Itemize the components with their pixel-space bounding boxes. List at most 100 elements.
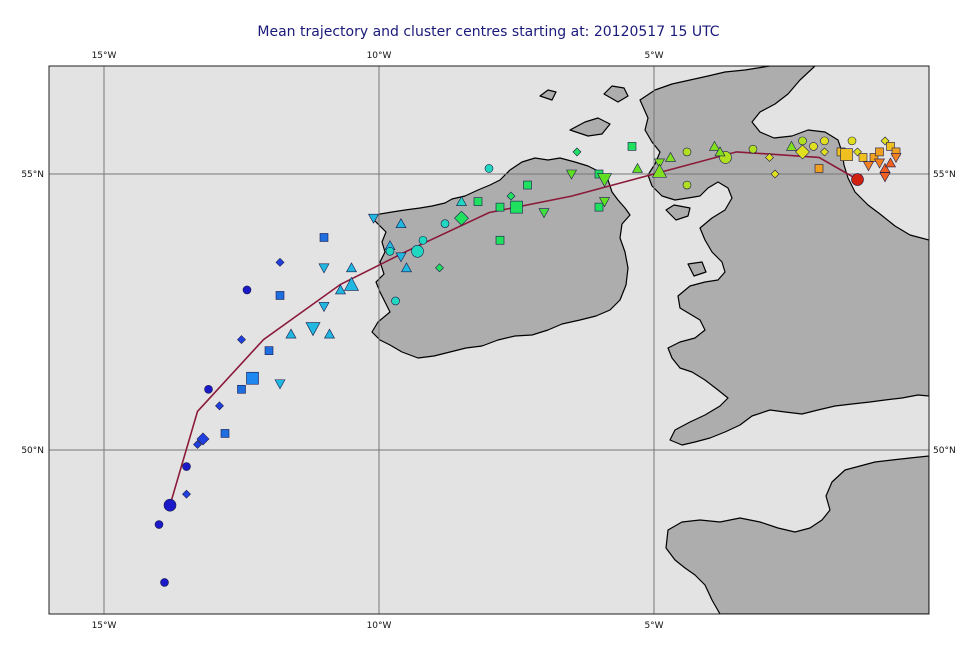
tri-up-marker	[323, 328, 336, 339]
circle-marker	[182, 462, 191, 471]
diamond-marker	[196, 432, 210, 446]
square-marker	[473, 197, 483, 206]
circle-marker	[418, 235, 428, 245]
diamond-marker	[237, 335, 246, 345]
tri-down-marker	[318, 263, 330, 274]
circle-marker	[242, 285, 252, 295]
diamond-marker	[572, 147, 582, 157]
diamond-marker	[435, 263, 444, 273]
circle-marker	[160, 578, 169, 587]
diamond-marker	[795, 144, 810, 160]
tri-up-marker	[455, 195, 468, 206]
tri-down-marker	[596, 173, 613, 188]
diamond-marker	[770, 169, 780, 179]
square-marker	[523, 180, 532, 190]
square-marker	[220, 429, 230, 438]
tri-down-marker	[274, 379, 286, 390]
diamond-marker	[182, 489, 191, 499]
circle-marker	[163, 498, 177, 512]
tri-down-marker	[862, 161, 875, 172]
square-marker	[869, 153, 879, 162]
great-britain-land	[639, 66, 929, 446]
lat-tick-right: 50°N	[933, 446, 956, 456]
square-marker	[495, 202, 505, 212]
square-marker	[264, 346, 274, 355]
circle-marker	[820, 136, 829, 146]
circle-marker	[682, 147, 692, 157]
circle-marker	[851, 173, 864, 186]
diamond-marker	[275, 257, 285, 267]
square-marker	[319, 233, 329, 242]
circle-marker	[484, 164, 494, 173]
tri-down-marker	[305, 322, 321, 337]
tri-up-marker	[631, 162, 644, 173]
square-marker	[246, 371, 259, 385]
tri-down-marker	[538, 208, 550, 219]
square-marker	[510, 200, 523, 214]
tri-up-marker	[400, 262, 413, 273]
circle-marker	[411, 244, 424, 258]
mean-trajectory-line	[169, 151, 858, 506]
france-land	[665, 455, 929, 614]
circle-marker	[204, 384, 213, 394]
lon-tick-bottom: 10°W	[367, 621, 392, 631]
tri-down-marker	[395, 252, 407, 263]
tri-down-marker	[879, 172, 891, 183]
lat-tick-left: 50°N	[21, 446, 44, 456]
square-marker	[886, 142, 895, 151]
circle-marker	[809, 142, 818, 151]
lon-tick-top: 5°W	[644, 51, 663, 61]
lat-tick-left: 55°N	[21, 170, 44, 180]
tri-down-marker	[598, 197, 611, 208]
tri-up-marker	[334, 284, 347, 295]
square-marker	[275, 291, 285, 300]
anglesey-island	[687, 261, 707, 277]
cluster-centre-markers	[154, 136, 902, 587]
lat-tick-right: 55°N	[933, 170, 956, 180]
diamond-marker	[454, 210, 469, 226]
hebrides-island	[569, 117, 611, 137]
square-marker	[495, 235, 505, 245]
map-title: Mean trajectory and cluster centres star…	[257, 24, 720, 40]
tri-up-marker	[345, 262, 358, 273]
isle-of-man-land	[665, 204, 691, 221]
tri-up-marker	[343, 276, 360, 291]
lon-tick-top: 10°W	[367, 51, 392, 61]
circle-marker	[682, 180, 692, 190]
lon-tick-top: 15°W	[92, 51, 117, 61]
square-marker	[858, 153, 868, 162]
lon-tick-bottom: 15°W	[92, 621, 117, 631]
tri-down-marker	[873, 158, 886, 169]
tri-down-marker	[565, 169, 578, 180]
square-marker	[627, 142, 637, 151]
diamond-marker	[215, 401, 224, 411]
tri-up-marker	[651, 163, 668, 178]
graticule	[49, 66, 929, 614]
square-marker	[594, 202, 604, 212]
square-marker	[814, 164, 824, 173]
square-marker	[237, 384, 246, 394]
tri-down-marker	[367, 213, 380, 224]
tri-up-marker	[884, 157, 897, 168]
tri-down-marker	[890, 153, 902, 164]
tri-up-marker	[785, 140, 798, 151]
square-marker	[840, 148, 853, 161]
hebrides-island	[539, 89, 557, 101]
circle-marker	[798, 136, 807, 146]
diamond-marker	[193, 440, 202, 449]
tri-up-marker	[708, 140, 721, 151]
land-layer	[371, 66, 929, 614]
diamond-marker	[765, 153, 774, 162]
diamond-marker	[820, 147, 829, 157]
tri-down-marker	[653, 158, 666, 169]
circle-marker	[154, 520, 164, 529]
circle-marker	[440, 219, 450, 228]
tri-up-marker	[664, 151, 677, 162]
tri-down-marker	[318, 302, 330, 313]
ireland-land	[371, 157, 631, 359]
map-frame	[48, 65, 930, 615]
circle-marker	[748, 144, 758, 154]
hebrides-island	[603, 85, 629, 103]
lon-tick-bottom: 5°W	[644, 621, 663, 631]
